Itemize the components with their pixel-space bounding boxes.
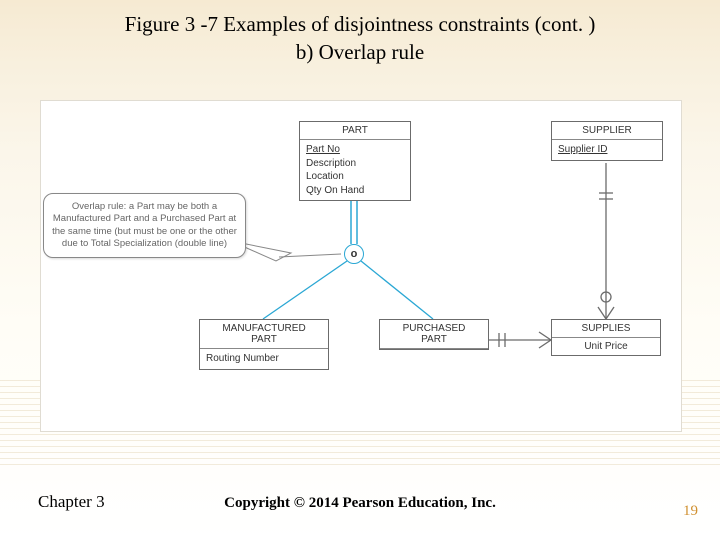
relationship-supplies: SUPPLIES Unit Price: [551, 319, 661, 356]
title-line-1: Figure 3 -7 Examples of disjointness con…: [125, 12, 596, 36]
entity-mfg-name-2: PART: [251, 334, 277, 345]
entity-supplier-name: SUPPLIER: [552, 122, 662, 140]
relationship-supplies-name: SUPPLIES: [552, 320, 660, 338]
entity-purchased-part: PURCHASED PART: [379, 319, 489, 350]
title-line-2: b) Overlap rule: [296, 40, 424, 64]
page-number: 19: [683, 503, 698, 520]
entity-mfg-attr: Routing Number: [200, 349, 328, 369]
entity-part-attr-0: Description: [306, 157, 404, 171]
footer-copyright: Copyright © 2014 Pearson Education, Inc.: [0, 495, 720, 512]
callout-text: Overlap rule: a Part may be both a Manuf…: [52, 201, 237, 249]
entity-manufactured-part: MANUFACTURED PART Routing Number: [199, 319, 329, 370]
entity-part-key: Part No: [306, 143, 404, 157]
entity-purch-name-1: PURCHASED: [403, 323, 466, 334]
relationship-supplies-attr: Unit Price: [552, 338, 660, 355]
entity-part: PART Part No Description Location Qty On…: [299, 121, 411, 201]
slide-title: Figure 3 -7 Examples of disjointness con…: [0, 10, 720, 67]
overlap-letter: o: [351, 248, 358, 260]
entity-purch-name-2: PART: [421, 334, 447, 345]
entity-part-attr-1: Location: [306, 170, 404, 184]
overlap-rule-callout: Overlap rule: a Part may be both a Manuf…: [43, 193, 246, 258]
slide: Figure 3 -7 Examples of disjointness con…: [0, 0, 720, 540]
er-diagram: o PART Part No Description Location Qty …: [40, 100, 682, 432]
entity-mfg-name-1: MANUFACTURED: [222, 323, 305, 334]
entity-part-attr-2: Qty On Hand: [306, 184, 404, 198]
entity-part-name: PART: [300, 122, 410, 140]
entity-supplier: SUPPLIER Supplier ID: [551, 121, 663, 161]
entity-supplier-key: Supplier ID: [558, 143, 656, 157]
overlap-indicator-circle: o: [344, 244, 364, 264]
